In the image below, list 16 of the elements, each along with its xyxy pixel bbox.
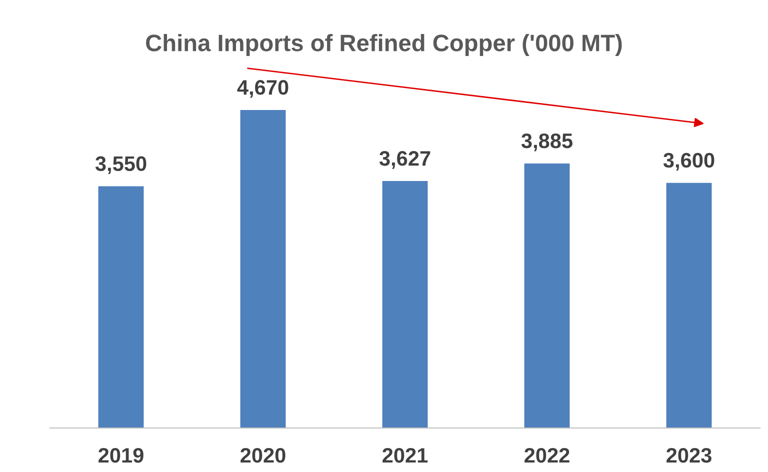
x-tick-label: 2023 [666, 448, 712, 463]
x-tick-label: 2022 [524, 448, 570, 463]
x-tick-label: 2021 [382, 448, 428, 463]
data-label: 4,670 [237, 80, 288, 98]
bar [240, 110, 286, 428]
x-tick-label: 2019 [98, 448, 144, 463]
x-tick-label: 2020 [240, 448, 286, 463]
data-label: 3,885 [521, 133, 572, 152]
chart-title: China Imports of Refined Copper ('000 MT) [146, 34, 622, 56]
bar [524, 163, 570, 428]
bar [666, 182, 712, 428]
data-label: 3,550 [95, 156, 146, 174]
data-label: 3,627 [379, 151, 430, 169]
bar [98, 186, 144, 428]
data-label: 3,600 [663, 152, 714, 171]
bar [382, 181, 428, 428]
